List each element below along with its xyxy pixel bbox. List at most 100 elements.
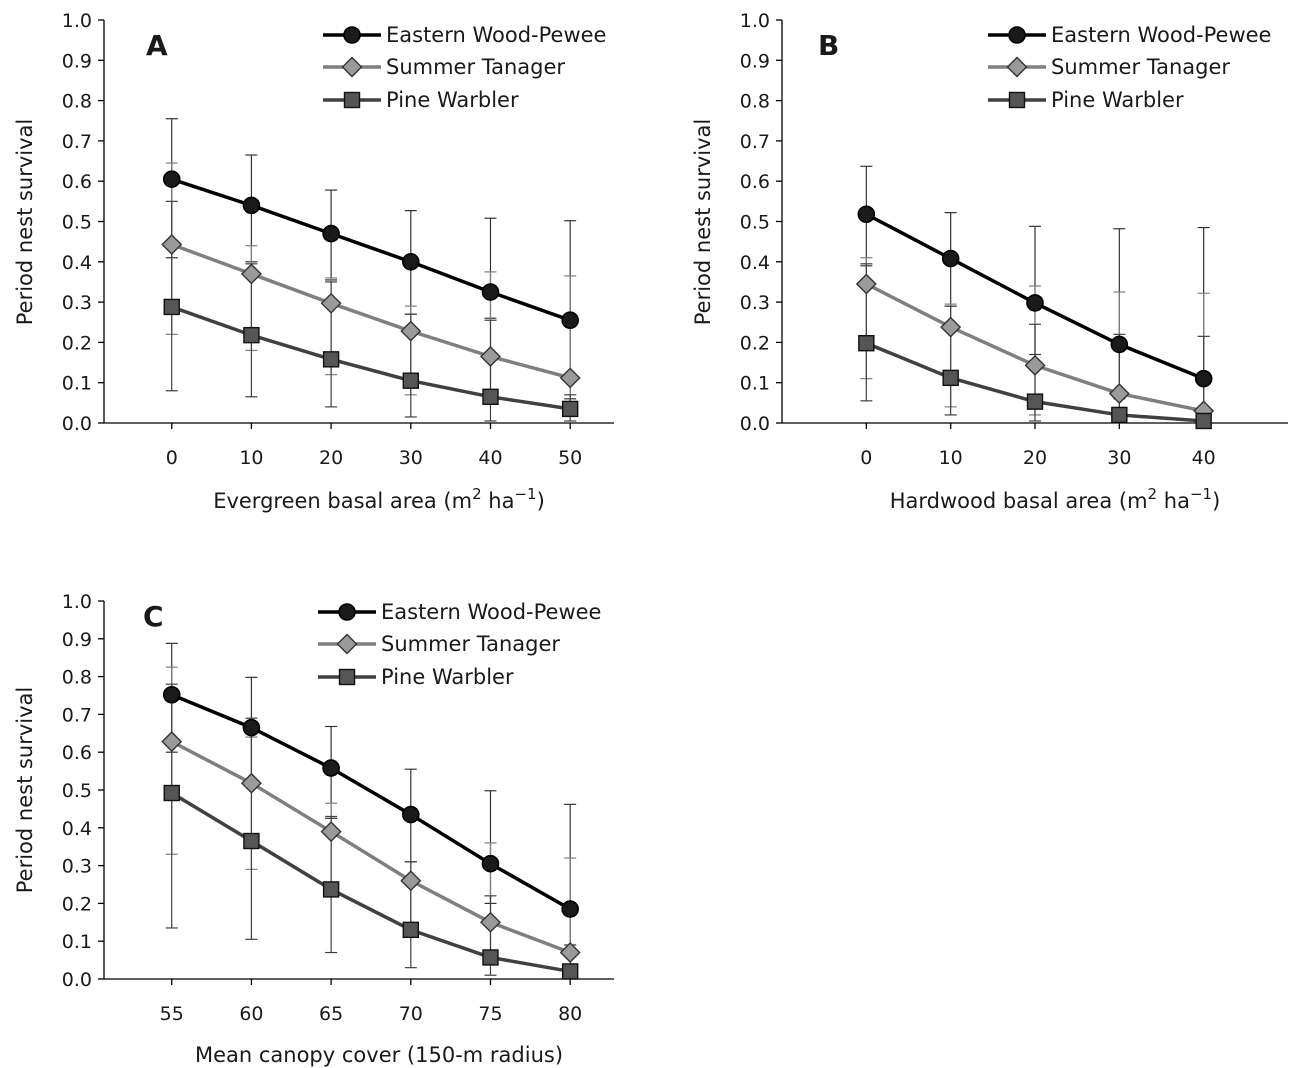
y-axis-title: Period nest survival xyxy=(691,119,715,326)
legend-diamond-marker xyxy=(341,56,363,78)
legend: Eastern Wood-Pewee Summer Tanager Pine War… xyxy=(318,600,601,689)
y-tick-label: 0.9 xyxy=(62,50,92,72)
y-tick-label: 0.3 xyxy=(62,292,92,314)
diamond-marker xyxy=(400,320,422,342)
circle-marker xyxy=(1026,294,1044,312)
y-tick-label: 0.1 xyxy=(740,373,770,395)
circle-marker xyxy=(322,759,340,777)
square-marker xyxy=(561,400,579,418)
y-tick-label: 0.8 xyxy=(62,667,92,689)
circle-marker xyxy=(401,252,420,271)
diamond-marker xyxy=(1108,383,1130,405)
circle-marker xyxy=(401,805,420,824)
legend-label: Eastern Wood-Pewee xyxy=(381,600,601,624)
legend: Eastern Wood-Pewee Summer Tanager Pine War… xyxy=(988,23,1271,112)
y-tick-label: 0.4 xyxy=(740,252,770,274)
y-tick-label: 0.6 xyxy=(62,742,92,764)
y-tick-label: 0.0 xyxy=(62,969,92,991)
x-tick-label: 50 xyxy=(558,447,582,469)
diamond-marker xyxy=(400,870,422,892)
y-tick-label: 0.0 xyxy=(740,413,770,435)
x-tick-label: 40 xyxy=(478,447,502,469)
legend-circle-marker xyxy=(338,603,356,621)
square-marker xyxy=(942,369,959,387)
square-marker xyxy=(858,335,875,352)
x-tick-label: 30 xyxy=(1107,447,1131,469)
legend-label: Pine Warbler xyxy=(381,665,514,689)
x-tick-label: 55 xyxy=(160,1003,184,1025)
y-tick-label: 0.9 xyxy=(62,629,92,651)
legend-circle-marker xyxy=(343,26,361,44)
diamond-marker xyxy=(320,821,342,843)
square-marker xyxy=(482,388,499,406)
circle-marker xyxy=(242,196,261,215)
circle-marker xyxy=(481,854,500,873)
legend-label: Summer Tanager xyxy=(1051,55,1230,79)
panel-label: A xyxy=(146,29,168,62)
legend-square-marker xyxy=(343,91,361,109)
legend-label: Pine Warbler xyxy=(386,88,519,112)
y-axis-title: Period nest survival xyxy=(13,687,37,894)
y-tick-label: 0.6 xyxy=(740,171,770,193)
y-tick-label: 0.4 xyxy=(62,252,92,274)
circle-marker xyxy=(481,283,500,301)
diamond-marker xyxy=(559,942,581,964)
y-tick-label: 1.0 xyxy=(62,591,92,613)
x-tick-label: 60 xyxy=(239,1003,263,1025)
legend-label: Eastern Wood-Pewee xyxy=(386,23,606,47)
diamond-marker xyxy=(161,731,183,753)
x-tick-label: 75 xyxy=(478,1003,502,1025)
x-axis-title: Evergreen basal area (m2 ha−1) xyxy=(213,485,545,513)
circle-marker xyxy=(857,205,876,224)
legend-label: Pine Warbler xyxy=(1051,88,1184,112)
square-marker xyxy=(402,372,419,389)
y-tick-label: 0.7 xyxy=(740,131,770,153)
error-bars-0 xyxy=(165,642,577,946)
y-tick-label: 0.8 xyxy=(62,91,92,113)
diamond-marker xyxy=(855,273,877,295)
legend-label: Summer Tanager xyxy=(386,55,565,79)
panel-label: B xyxy=(818,29,839,62)
x-axis-title: Hardwood basal area (m2 ha−1) xyxy=(890,485,1221,513)
y-tick-label: 0.5 xyxy=(62,212,92,234)
legend-square-marker xyxy=(338,668,356,686)
x-tick-label: 70 xyxy=(399,1003,423,1025)
legend-diamond-marker xyxy=(336,633,358,655)
square-marker xyxy=(482,949,499,966)
y-tick-label: 0.4 xyxy=(62,818,92,840)
error-bars-2 xyxy=(165,200,577,422)
y-tick-label: 0.6 xyxy=(62,171,92,193)
y-tick-label: 0.5 xyxy=(740,212,770,234)
legend: Eastern Wood-Pewee Summer Tanager Pine War… xyxy=(323,23,606,112)
series-line-0 xyxy=(171,693,572,911)
y-tick-label: 1.0 xyxy=(740,10,770,32)
diamond-marker xyxy=(479,911,501,933)
square-marker xyxy=(322,881,340,898)
y-tick-label: 0.2 xyxy=(62,893,92,915)
x-axis-title: Mean canopy cover (150-m radius) xyxy=(195,1043,563,1067)
panel-b: 0.0 0.1 0.2 0.3 0.4 0.5 0.6 0.7 0.8 0.9 1.0 0 10 20 30… xyxy=(691,10,1288,513)
x-tick-label: 20 xyxy=(1023,447,1047,469)
circle-marker xyxy=(1194,369,1213,388)
error-bars-0 xyxy=(165,118,577,400)
y-tick-label: 0.2 xyxy=(740,332,770,354)
y-tick-label: 0.1 xyxy=(62,373,92,395)
diamond-marker xyxy=(940,316,962,338)
circle-marker xyxy=(242,718,261,737)
panel-c: 0.0 0.1 0.2 0.3 0.4 0.5 0.6 0.7 0.8 0.9 1.0 55 60 65 7… xyxy=(13,591,614,1067)
error-bars-1 xyxy=(165,162,577,416)
x-tick-label: 0 xyxy=(860,447,872,469)
series-line-1 xyxy=(170,740,571,955)
y-tick-label: 0.0 xyxy=(62,413,92,435)
diamond-marker xyxy=(559,367,581,389)
legend-square-marker xyxy=(1008,91,1026,109)
square-marker xyxy=(163,298,180,316)
square-marker xyxy=(1026,393,1044,410)
diamond-marker xyxy=(240,263,262,285)
series-line-2 xyxy=(171,305,571,411)
y-tick-label: 0.7 xyxy=(62,131,92,153)
y-tick-label: 1.0 xyxy=(62,10,92,32)
error-bars-2 xyxy=(165,683,577,980)
x-tick-label: 20 xyxy=(319,447,343,469)
